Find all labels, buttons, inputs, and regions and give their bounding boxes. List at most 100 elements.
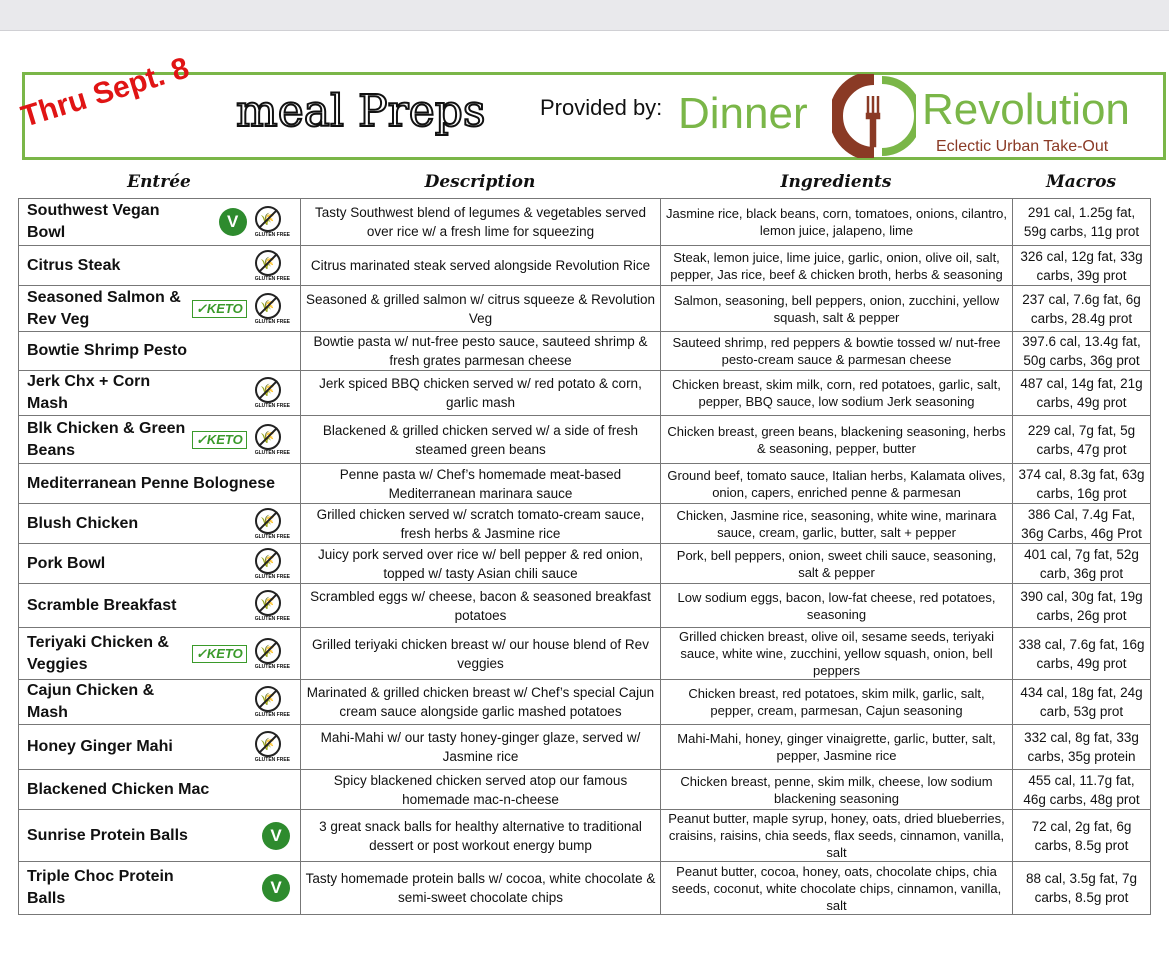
gluten-free-icon: 🌾 GLUTEN FREE <box>254 377 290 409</box>
entree-name-text: Seasoned Salmon & Rev Veg <box>27 288 181 328</box>
macros-cell-text: 326 cal, 12g fat, 33g carbs, 39g prot <box>1020 248 1143 283</box>
gluten-free-icon: 🌾 GLUTEN FREE <box>254 589 290 622</box>
entree-name-text: Sunrise Protein Balls <box>27 826 188 844</box>
vegetarian-icon: V <box>262 821 290 850</box>
description-cell-text: Citrus marinated steak served alongside … <box>310 258 651 273</box>
entree-name-text: Triple Choc Protein Balls <box>27 868 174 907</box>
ingredients-cell-text: Peanut butter, cocoa, honey, oats, choco… <box>671 863 1002 913</box>
description-cell-text: Tasty homemade protein balls w/ cocoa, w… <box>305 871 656 905</box>
table-row: Citrus Steak 🌾 GLUTEN FREE Citrus marinated… <box>18 245 1151 286</box>
brand-tagline: Eclectic Urban Take-Out <box>936 138 1109 155</box>
macros-cell: 455 cal, 11.7g fat, 46g carbs, 48g prot <box>1012 769 1151 810</box>
ingredients-cell: Chicken, Jasmine rice, seasoning, white … <box>660 503 1013 544</box>
ingredients-cell: Salmon, seasoning, bell peppers, onion, … <box>660 285 1013 332</box>
column-header-ingredients: Ingredients <box>780 172 892 192</box>
ingredients-cell-text: Chicken breast, penne, skim milk, cheese… <box>680 773 993 806</box>
entree-name: Sunrise Protein Balls V <box>18 809 301 862</box>
entree-name: Pork Bowl 🌾 GLUTEN FREE <box>18 543 301 584</box>
macros-cell-text: 332 cal, 8g fat, 33g carbs, 35g protein <box>1024 730 1139 764</box>
entree-name: Mediterranean Penne Bolognese <box>18 463 301 504</box>
table-row: Bowtie Shrimp Pesto Bowtie pasta w/ nut-f… <box>18 331 1151 371</box>
entree-name-text: Mediterranean Penne Bolognese <box>27 474 276 492</box>
gluten-free-icon: 🌾 GLUTEN FREE <box>254 249 290 282</box>
diet-badges: 🌾 GLUTEN FREE <box>254 377 290 409</box>
description-cell: Tasty Southwest blend of legumes & veget… <box>300 198 661 246</box>
macros-cell: 229 cal, 7g fat, 5g carbs, 47g prot <box>1012 415 1151 464</box>
table-row: Southwest Vegan Bowl V 🌾 GLUTEN FREE Tasty S… <box>18 198 1151 246</box>
gluten-free-icon: 🌾 GLUTEN FREE <box>254 423 290 456</box>
diet-badges: 🌾 GLUTEN FREE <box>254 547 290 580</box>
ingredients-cell: Chicken breast, skim milk, corn, red pot… <box>660 370 1013 416</box>
description-cell: Juicy pork served over rice w/ bell pepp… <box>300 543 661 584</box>
description-cell: Marinated & grilled chicken breast w/ Ch… <box>300 679 661 725</box>
ingredients-cell-text: Grilled chicken breast, olive oil, sesam… <box>678 629 995 678</box>
macros-cell: 237 cal, 7.6g fat, 6g carbs, 28.4g prot <box>1012 285 1151 332</box>
column-header-macros: Macros <box>1045 172 1117 192</box>
entree-name-text: Jerk Chx + Corn Mash <box>27 373 151 412</box>
description-cell-text: Blackened & grilled chicken served w/ a … <box>322 422 639 457</box>
table-row: Mediterranean Penne Bolognese Penne pasta… <box>18 463 1151 504</box>
description-cell-text: Grilled chicken served w/ scratch tomato… <box>316 506 645 541</box>
entree-name: Citrus Steak 🌾 GLUTEN FREE <box>18 245 301 286</box>
top-bar <box>0 0 1169 31</box>
diet-badges: 🌾 GLUTEN FREE <box>254 507 290 540</box>
header-banner <box>22 72 1166 160</box>
table-row: Honey Ginger Mahi 🌾 GLUTEN FREE Mahi-Mahi w… <box>18 724 1151 770</box>
page-title: meal Preps <box>235 86 486 137</box>
description-cell-text: Penne pasta w/ Chef’s homemade meat-base… <box>339 466 622 501</box>
entree-name: Scramble Breakfast 🌾 GLUTEN FREE <box>18 583 301 628</box>
gluten-free-icon: 🌾 GLUTEN FREE <box>254 686 290 718</box>
description-cell-text: Jerk spiced BBQ chicken served w/ red po… <box>319 376 642 410</box>
diet-badges: 🌾 GLUTEN FREE <box>254 589 290 622</box>
macros-cell: 397.6 cal, 13.4g fat, 50g carbs, 36g pro… <box>1012 331 1151 371</box>
entree-name-text: Blk Chicken & Green Beans <box>27 419 186 459</box>
entree-name-text: Honey Ginger Mahi <box>27 738 173 755</box>
ingredients-cell: Peanut butter, cocoa, honey, oats, choco… <box>660 861 1013 915</box>
description-cell-text: 3 great snack balls for healthy alternat… <box>319 818 642 853</box>
macros-cell-text: 434 cal, 18g fat, 24g carb, 53g prot <box>1020 685 1143 719</box>
provided-by-label: Provided by: <box>540 95 663 120</box>
entree-name-text: Bowtie Shrimp Pesto <box>27 342 188 359</box>
vegetarian-icon: V <box>262 874 290 902</box>
macros-cell: 487 cal, 14g fat, 21g carbs, 49g prot <box>1012 370 1151 416</box>
column-header-entree: Entrée <box>127 172 191 192</box>
macros-cell: 390 cal, 30g fat, 19g carbs, 26g prot <box>1012 583 1151 628</box>
macros-cell-text: 386 Cal, 7.4g Fat, 36g Carbs, 46g Prot <box>1021 506 1142 541</box>
macros-cell: 72 cal, 2g fat, 6g carbs, 8.5g prot <box>1012 809 1151 862</box>
table-row: Blk Chicken & Green Beans ✓KETO 🌾 GLUTEN FR… <box>18 415 1151 464</box>
description-cell-text: Spicy blackened chicken served atop our … <box>333 772 628 807</box>
entree-name: Honey Ginger Mahi 🌾 GLUTEN FREE <box>18 724 301 770</box>
ingredients-cell-text: Chicken breast, red potatoes, skim milk,… <box>688 686 985 718</box>
diet-badges: 🌾 GLUTEN FREE <box>254 686 290 718</box>
table-row: Scramble Breakfast 🌾 GLUTEN FREE Scrambled … <box>18 583 1151 628</box>
brand-name-right: Revolution <box>922 85 1130 134</box>
ingredients-cell-text: Peanut butter, maple syrup, honey, oats,… <box>668 811 1005 860</box>
ingredients-cell: Chicken breast, red potatoes, skim milk,… <box>660 679 1013 725</box>
gluten-free-icon: 🌾 GLUTEN FREE <box>254 637 290 670</box>
description-cell: Grilled chicken served w/ scratch tomato… <box>300 503 661 544</box>
macros-cell-text: 487 cal, 14g fat, 21g carbs, 49g prot <box>1020 376 1143 410</box>
gluten-free-icon: 🌾 GLUTEN FREE <box>254 507 290 540</box>
ingredients-cell-text: Ground beef, tomato sauce, Italian herbs… <box>667 467 1006 500</box>
macros-cell: 332 cal, 8g fat, 33g carbs, 35g protein <box>1012 724 1151 770</box>
table-row: Blackened Chicken Mac Spicy blackened chi… <box>18 769 1151 810</box>
keto-badge-icon: ✓KETO <box>191 644 247 663</box>
entree-name: Bowtie Shrimp Pesto <box>18 331 301 371</box>
vegetarian-icon: V <box>218 208 247 236</box>
description-cell: Citrus marinated steak served alongside … <box>300 245 661 286</box>
table-row: Triple Choc Protein Balls V Tasty homemade… <box>18 861 1151 915</box>
diet-badges: V <box>262 821 290 850</box>
diet-badges: ✓KETO 🌾 GLUTEN FREE <box>191 637 290 670</box>
macros-cell: 374 cal, 8.3g fat, 63g carbs, 16g prot <box>1012 463 1151 504</box>
entree-name-text: Pork Bowl <box>27 554 106 572</box>
table-row: Sunrise Protein Balls V 3 great snack ball… <box>18 809 1151 862</box>
ingredients-cell-text: Salmon, seasoning, bell peppers, onion, … <box>673 292 1000 325</box>
description-cell-text: Juicy pork served over rice w/ bell pepp… <box>318 546 643 581</box>
table-row: Seasoned Salmon & Rev Veg ✓KETO 🌾 GLUTEN FR… <box>18 285 1151 332</box>
macros-cell: 434 cal, 18g fat, 24g carb, 53g prot <box>1012 679 1151 725</box>
diet-badges: V 🌾 GLUTEN FREE <box>218 206 290 238</box>
macros-cell-text: 374 cal, 8.3g fat, 63g carbs, 16g prot <box>1018 466 1145 501</box>
entree-name: Blk Chicken & Green Beans ✓KETO 🌾 GLUTEN FR… <box>18 415 301 464</box>
entree-name: Southwest Vegan Bowl V 🌾 GLUTEN FREE <box>18 198 301 246</box>
diet-badges: ✓KETO 🌾 GLUTEN FREE <box>191 292 290 325</box>
